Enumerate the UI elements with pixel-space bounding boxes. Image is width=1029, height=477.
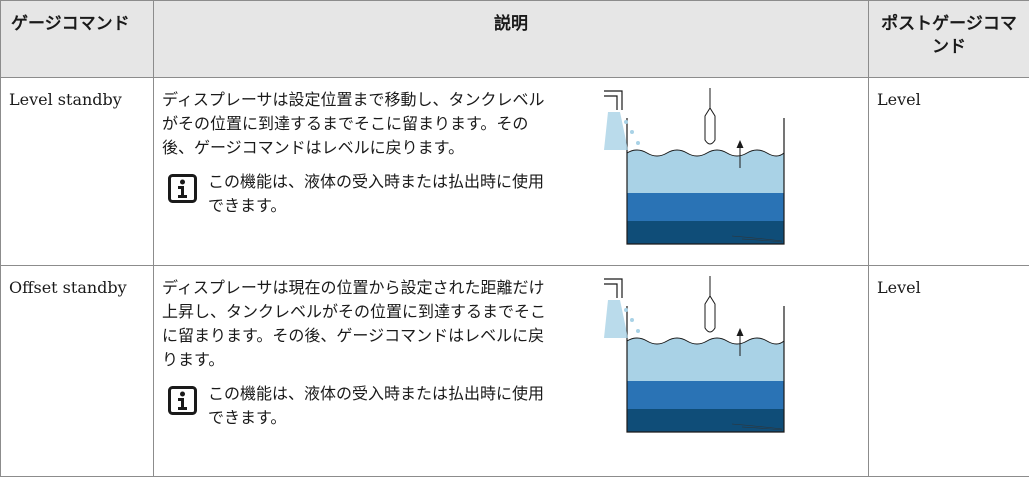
drop xyxy=(624,120,628,124)
header-cell: ポストゲージコマンド xyxy=(869,1,1029,78)
drop xyxy=(636,141,640,145)
command-cell: Level standby xyxy=(1,78,154,266)
displacer xyxy=(705,296,715,332)
icon-dot xyxy=(180,392,185,397)
description-cell: ディスプレーサは設定位置まで移動し、タンクレベルがその位置に到達するまでそこに留… xyxy=(154,78,869,266)
table-row: Level standby ディスプレーサは設定位置まで移動し、タンクレベルがそ… xyxy=(1,78,1029,266)
water-mid xyxy=(627,381,784,409)
header-cell: 説明 xyxy=(154,1,869,78)
tank-illustration xyxy=(602,88,792,248)
description-text: ディスプレーサは現在の位置から設定された距離だけ上昇し、タンクレベルがその位置に… xyxy=(162,276,550,372)
spray xyxy=(604,300,628,338)
description-cell: ディスプレーサは現在の位置から設定された距離だけ上昇し、タンクレベルがその位置に… xyxy=(154,266,869,477)
icon-dot xyxy=(180,180,185,185)
note-text: この機能は、液体の受入時または払出時に使用できます。 xyxy=(208,170,550,218)
description-text: ディスプレーサは設定位置まで移動し、タンクレベルがその位置に到達するまでそこに留… xyxy=(162,88,550,160)
icon-stem xyxy=(178,398,187,410)
faucet xyxy=(604,91,622,110)
drop xyxy=(630,318,634,322)
drop xyxy=(624,308,628,312)
drop xyxy=(636,329,640,333)
water-light xyxy=(627,338,784,381)
water-dark xyxy=(627,221,784,244)
water-mid xyxy=(627,193,784,221)
water-light xyxy=(627,150,784,193)
displacer xyxy=(705,108,715,144)
faucet xyxy=(604,279,622,298)
header-row: ゲージコマンド 説明 ポストゲージコマンド xyxy=(1,1,1029,78)
water-dark xyxy=(627,409,784,432)
header-cell: ゲージコマンド xyxy=(1,1,154,78)
post-command-cell: Level xyxy=(869,78,1029,266)
tank-illustration xyxy=(602,276,792,436)
note-text: この機能は、液体の受入時または払出時に使用できます。 xyxy=(208,382,550,430)
arrow-head xyxy=(736,140,743,148)
drop xyxy=(630,130,634,134)
table-row: Offset standby ディスプレーサは現在の位置から設定された距離だけ上… xyxy=(1,266,1029,477)
command-cell: Offset standby xyxy=(1,266,154,477)
icon-stem xyxy=(178,186,187,198)
info-icon xyxy=(168,174,198,204)
arrow-head xyxy=(736,328,743,336)
spray xyxy=(604,112,628,150)
post-command-cell: Level xyxy=(869,266,1029,477)
info-icon xyxy=(168,386,198,416)
